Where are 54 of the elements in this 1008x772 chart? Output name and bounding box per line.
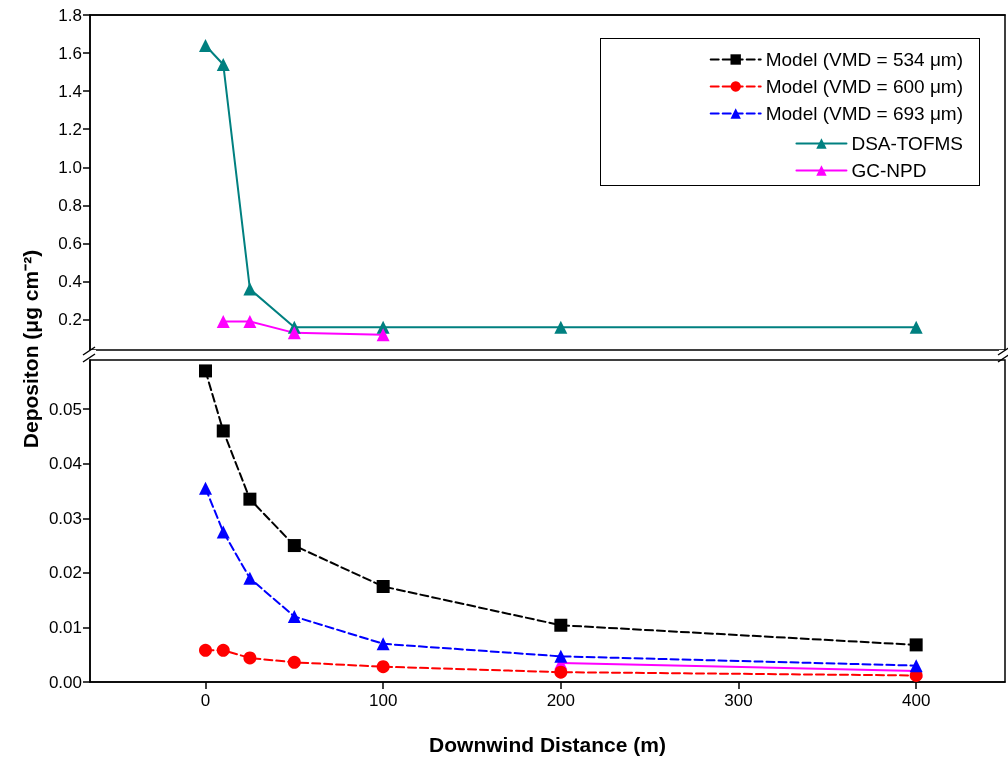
y-tick-label: 0.6 <box>58 233 82 253</box>
legend-label: GC-NPD <box>851 160 927 181</box>
point <box>287 655 301 669</box>
x-tick-label: 200 <box>546 691 576 710</box>
y-tick-label: 0.8 <box>58 195 82 215</box>
point <box>909 638 923 652</box>
y-tick-label: 1.4 <box>58 81 82 101</box>
y-tick-label: 0.01 <box>48 617 82 637</box>
point <box>243 282 257 296</box>
point <box>198 481 212 495</box>
point <box>216 525 230 539</box>
point <box>243 571 257 585</box>
y-tick-label: 0.03 <box>48 508 82 528</box>
legend-label: Model (VMD = 693 μm) <box>765 103 963 124</box>
y-tick-label: 0.04 <box>48 454 82 474</box>
point <box>554 320 568 334</box>
point <box>216 643 230 657</box>
x-tick-label: 100 <box>368 691 398 710</box>
y-axis-title: Depositon (μg cm⁻²) <box>18 248 43 451</box>
point <box>287 610 301 624</box>
x-tick-label: 400 <box>901 691 931 710</box>
x-tick-label: 300 <box>724 691 753 710</box>
legend-label: DSA-TOFMS <box>851 133 964 154</box>
point <box>376 637 390 651</box>
point <box>376 579 390 593</box>
y-tick-label: 1.8 <box>58 5 82 25</box>
y-tick-label: 0.4 <box>58 271 82 291</box>
y-tick-label: 0.2 <box>58 310 82 330</box>
point <box>198 38 212 52</box>
x-tick-label: 0 <box>200 691 211 710</box>
point <box>909 659 923 673</box>
y-tick-label: 0.02 <box>48 563 82 583</box>
point <box>243 314 257 328</box>
point <box>376 328 390 342</box>
x-axis-title: Downwind Distance (m) <box>429 733 666 756</box>
point <box>243 651 257 665</box>
point <box>198 364 212 378</box>
point <box>287 326 301 340</box>
point <box>216 424 230 438</box>
point <box>287 539 301 553</box>
y-tick-label: 1.0 <box>58 157 82 177</box>
point <box>216 57 230 71</box>
legend-label: Model (VMD = 534 μm) <box>765 49 963 70</box>
point <box>216 314 230 328</box>
point <box>909 320 923 334</box>
y-tick-label: 0.00 <box>48 672 82 692</box>
y-tick-label: 1.2 <box>58 119 82 139</box>
y-tick-label: 0.05 <box>48 399 82 419</box>
legend-label: Model (VMD = 600 μm) <box>765 76 963 97</box>
point <box>243 492 257 506</box>
point <box>376 660 390 674</box>
y-tick-label: 1.6 <box>58 43 82 63</box>
point <box>199 643 212 657</box>
point <box>554 618 568 632</box>
